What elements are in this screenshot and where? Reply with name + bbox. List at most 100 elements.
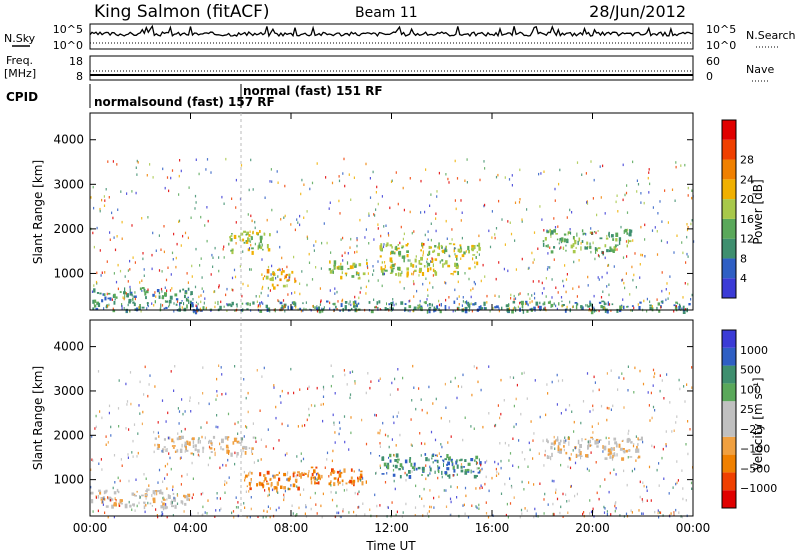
velocity-noise-cell — [216, 414, 218, 417]
power-noise-cell — [656, 298, 658, 301]
velocity-noise-cell — [126, 403, 128, 406]
velocity-echo-cell — [240, 439, 243, 443]
power-echo-cell — [394, 251, 396, 253]
power-echo-cell — [366, 262, 368, 265]
velocity-noise-cell — [197, 511, 199, 515]
velocity-noise-cell — [552, 502, 554, 506]
velocity-noise-cell — [243, 470, 245, 474]
velocity-echo-cell — [636, 445, 638, 450]
power-noise-cell — [107, 160, 109, 163]
power-echo-cell — [550, 303, 554, 308]
velocity-noise-cell — [627, 365, 629, 368]
velocity-noise-cell — [338, 421, 341, 424]
power-echo-cell — [190, 291, 193, 295]
power-noise-cell — [154, 291, 156, 294]
power-echo-cell — [595, 249, 597, 254]
velocity-noise-cell — [646, 499, 648, 502]
velocity-noise-cell — [621, 372, 623, 375]
power-noise-cell — [331, 181, 334, 185]
power-noise-cell — [284, 304, 286, 308]
velocity-echo-cell — [447, 461, 450, 466]
power-noise-cell — [180, 169, 182, 173]
velocity-xtick-label: 04:00 — [173, 521, 208, 535]
velocity-echo-cell — [455, 460, 458, 465]
velocity-echo-cell — [194, 448, 197, 452]
velocity-echo-cell — [295, 481, 297, 483]
velocity-noise-cell — [370, 452, 372, 455]
power-noise-cell — [661, 271, 663, 274]
velocity-noise-cell — [228, 476, 230, 479]
power-noise-cell — [600, 296, 603, 299]
power-echo-cell — [414, 269, 417, 272]
power-echo-cell — [454, 253, 456, 256]
velocity-noise-cell — [689, 428, 691, 431]
cpid-segment-1: normalsound (fast) 157 RF — [94, 95, 275, 109]
power-noise-cell — [264, 196, 266, 199]
power-noise-cell — [576, 161, 579, 164]
power-noise-cell — [526, 208, 528, 211]
power-echo-cell — [256, 232, 259, 235]
power-echo-cell — [521, 300, 524, 305]
power-noise-cell — [368, 279, 370, 283]
power-noise-cell — [169, 289, 172, 292]
velocity-echo-cell — [248, 472, 250, 477]
velocity-echo-cell — [638, 455, 641, 459]
power-echo-cell — [92, 299, 95, 304]
power-noise-cell — [181, 306, 183, 309]
velocity-echo-cell — [446, 463, 448, 467]
velocity-colorbar-segment — [722, 454, 736, 473]
velocity-noise-cell — [92, 459, 94, 462]
power-noise-cell — [109, 231, 111, 234]
power-echo-cell — [457, 271, 459, 276]
velocity-echo-cell — [451, 460, 453, 464]
velocity-noise-cell — [367, 372, 369, 375]
power-echo-cell — [390, 250, 394, 255]
velocity-echo-cell — [563, 445, 565, 448]
power-echo-cell — [261, 243, 263, 247]
power-noise-cell — [202, 290, 205, 293]
power-echo-cell — [286, 284, 288, 288]
power-noise-cell — [214, 301, 216, 304]
velocity-noise-cell — [415, 407, 417, 411]
power-echo-cell — [119, 291, 122, 293]
power-noise-cell — [147, 304, 149, 308]
velocity-echo-cell — [618, 443, 621, 448]
velocity-noise-cell — [316, 478, 318, 482]
power-echo-cell — [433, 308, 435, 313]
power-echo-cell — [419, 305, 423, 309]
velocity-noise-cell — [158, 435, 160, 438]
power-noise-cell — [438, 303, 441, 307]
power-echo-cell — [585, 246, 588, 250]
velocity-noise-cell — [180, 456, 182, 459]
power-echo-cell — [344, 272, 348, 275]
velocity-echo-cell — [602, 445, 604, 449]
power-noise-cell — [116, 235, 118, 238]
power-noise-cell — [140, 310, 142, 313]
power-noise-cell — [462, 308, 464, 311]
velocity-noise-cell — [268, 493, 270, 497]
velocity-noise-cell — [520, 412, 522, 416]
power-noise-cell — [474, 282, 476, 286]
velocity-noise-cell — [478, 503, 480, 507]
nsky-label: N.Sky — [4, 32, 36, 45]
velocity-noise-cell — [491, 476, 493, 480]
power-echo-cell — [420, 249, 422, 252]
power-noise-cell — [252, 188, 254, 191]
velocity-noise-cell — [532, 439, 534, 442]
velocity-noise-cell — [445, 406, 447, 409]
power-echo-cell — [445, 260, 448, 265]
velocity-noise-cell — [556, 373, 558, 377]
velocity-echo-cell — [264, 477, 267, 481]
velocity-noise-cell — [217, 425, 219, 429]
power-echo-cell — [109, 297, 112, 301]
velocity-noise-cell — [166, 462, 169, 466]
velocity-noise-cell — [461, 385, 463, 389]
power-echo-cell — [406, 250, 409, 253]
power-noise-cell — [422, 282, 424, 286]
velocity-noise-cell — [168, 436, 170, 440]
power-echo-cell — [605, 237, 609, 240]
velocity-noise-cell — [628, 429, 630, 433]
velocity-echo-cell — [184, 441, 187, 446]
power-echo-cell — [450, 273, 453, 275]
